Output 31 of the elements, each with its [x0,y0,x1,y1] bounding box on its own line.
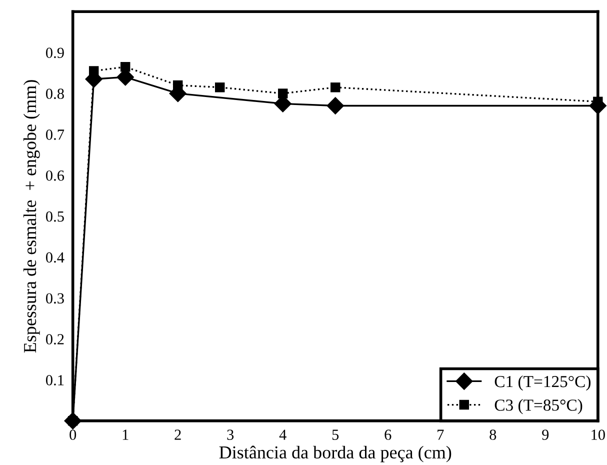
y-tick-label: 0.5 [46,211,64,222]
point [330,82,340,92]
x-tick-label: 0 [70,430,76,440]
point [88,66,99,76]
x-tick-label: 6 [384,430,392,440]
y-tick-label: 0.3 [46,293,64,304]
point [326,97,344,114]
legend-label: C3 (T=85°C) [494,399,582,414]
legend-label: C1 (T=125°C) [494,375,590,391]
point [278,88,288,98]
point [120,62,130,72]
x-tick-label: 10 [592,430,605,440]
x-tick-label: 2 [174,430,181,440]
point [172,80,183,90]
x-tick-label: 8 [490,430,496,440]
x-tick-label: 4 [279,430,286,440]
x-tick-label: 9 [542,430,549,440]
x-tick-label: 7 [438,430,444,440]
point [214,82,225,92]
y-tick-label: 0.4 [46,252,64,263]
y-tick-label: 0.2 [46,334,64,345]
x-tick-label: 1 [122,430,128,440]
y-tick-label: 0.9 [46,48,64,58]
y-axis-title: Espessura de esmalte + engobe (mm) [23,80,40,353]
y-tick-label: 0.8 [46,88,64,99]
x-tick-label: 5 [332,430,339,440]
y-tick-label: 0.7 [46,130,64,140]
x-axis-title: Distância da borda da peça (cm) [219,446,452,462]
y-tick-label: 0.1 [46,375,64,386]
y-tick-label: 0.6 [46,170,64,181]
x-tick-label: 3 [227,430,234,440]
